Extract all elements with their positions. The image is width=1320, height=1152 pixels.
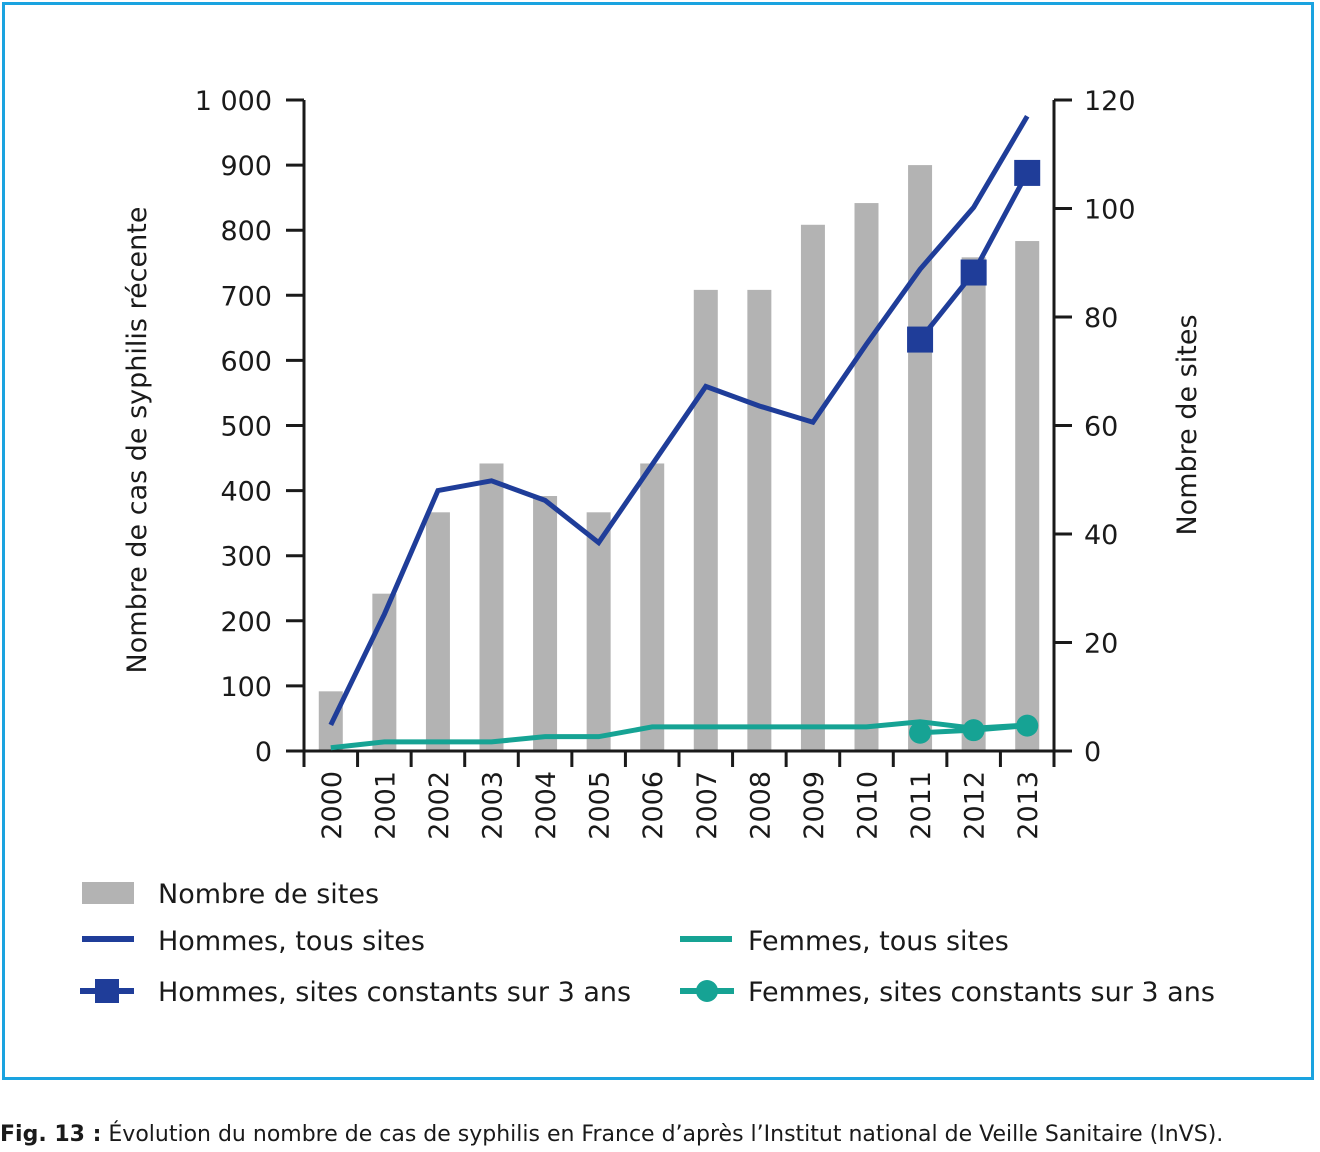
x-tick-label: 2012	[960, 771, 991, 840]
y-tick-label: 1 000	[195, 86, 272, 117]
x-tick-label: 2007	[692, 771, 723, 840]
legend-label-femmes-constants: Femmes, sites constants sur 3 ans	[748, 977, 1215, 1008]
y2-tick-label: 40	[1084, 520, 1118, 551]
y2-tick-label: 80	[1084, 303, 1118, 334]
y2-axis-title: Nombre de sites	[1172, 314, 1203, 535]
y-axis-title: Nombre de cas de syphilis récente	[122, 207, 153, 674]
figure-caption: Fig. 13 : Évolution du nombre de cas de …	[0, 1122, 1320, 1147]
bar-2010	[854, 203, 879, 751]
y-tick-label: 200	[220, 607, 272, 638]
legend-swatch-femmes-constants-marker	[696, 980, 718, 1002]
legend-label-sites: Nombre de sites	[158, 879, 379, 910]
x-tick-label: 2009	[799, 771, 830, 840]
y-tick-label: 400	[220, 477, 272, 508]
x-tick-label: 2008	[745, 771, 776, 840]
y-tick-label: 800	[220, 216, 272, 247]
x-tick-label: 2013	[1013, 771, 1044, 840]
x-tick-label: 2004	[531, 771, 562, 840]
marker-hommes-constants	[960, 259, 987, 286]
y-tick-label: 0	[255, 737, 272, 768]
legend-label-hommes: Hommes, tous sites	[158, 926, 425, 957]
x-tick-label: 2010	[853, 771, 884, 840]
marker-femmes-constants	[962, 719, 985, 742]
caption-text: Évolution du nombre de cas de syphilis e…	[101, 1122, 1224, 1147]
bar-2011	[908, 165, 933, 752]
bar-2006	[640, 463, 665, 751]
y2-tick-label: 20	[1084, 629, 1118, 660]
legend-label-hommes-constants: Hommes, sites constants sur 3 ans	[158, 977, 631, 1008]
marker-hommes-constants	[1014, 159, 1041, 186]
y2-tick-label: 100	[1084, 195, 1136, 226]
y2-tick-label: 120	[1084, 86, 1136, 117]
legend-swatch-bars	[82, 882, 134, 904]
legend: Nombre de sites Hommes, tous sites Homme…	[80, 879, 1215, 1008]
legend-swatch-hommes-constants-marker	[95, 979, 119, 1003]
x-tick-label: 2005	[585, 771, 616, 840]
y-tick-label: 600	[220, 346, 272, 377]
marker-femmes-constants	[1016, 714, 1039, 737]
ticks-layer: 0 100 200 300 400 500 600 700 800 900 1 000 0 20 40 60…	[195, 86, 1136, 840]
x-tick-label: 2001	[370, 771, 401, 840]
bar-2003	[479, 463, 504, 751]
x-tick-label: 2002	[424, 771, 455, 840]
y-tick-label: 900	[220, 151, 272, 182]
chart: 0 100 200 300 400 500 600 700 800 900 1 000 0 20 40 60…	[80, 86, 1215, 1008]
bars-layer	[318, 165, 1040, 752]
y-tick-label: 700	[220, 281, 272, 312]
bar-2009	[800, 224, 825, 751]
marker-hommes-constants	[907, 326, 934, 353]
series-line-hommes	[328, 115, 1030, 727]
y-tick-label: 100	[220, 672, 272, 703]
bar-2004	[533, 496, 558, 751]
marker-femmes-constants	[909, 721, 932, 744]
caption-prefix: Fig. 13 :	[0, 1122, 102, 1147]
lines-layer	[328, 115, 1041, 751]
bar-2013	[1015, 241, 1040, 752]
x-tick-label: 2011	[906, 771, 937, 840]
y2-tick-label: 0	[1084, 737, 1101, 768]
bar-2005	[586, 512, 611, 751]
bar-2012	[961, 257, 986, 751]
x-tick-label: 2003	[478, 771, 509, 840]
y2-tick-label: 60	[1084, 412, 1118, 443]
bar-2008	[747, 289, 772, 751]
legend-label-femmes: Femmes, tous sites	[748, 926, 1009, 957]
x-tick-label: 2006	[638, 771, 669, 840]
series-line-femmes	[330, 719, 1028, 751]
y-tick-label: 300	[220, 542, 272, 573]
bar-2007	[693, 289, 718, 751]
x-tick-label: 2000	[317, 771, 348, 840]
y-tick-label: 500	[220, 412, 272, 443]
bar-2002	[425, 512, 450, 751]
